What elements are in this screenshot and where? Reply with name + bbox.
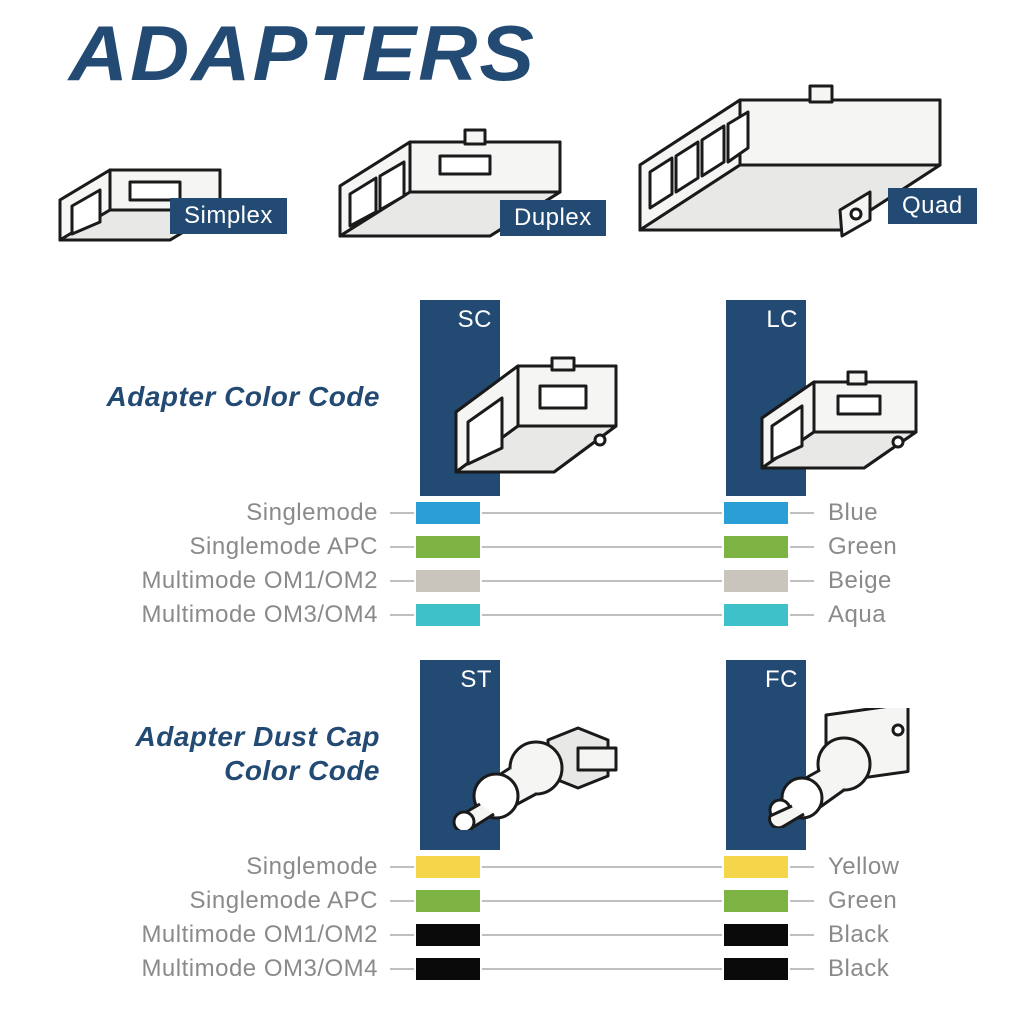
divider: [790, 900, 814, 902]
table-row: Singlemode Blue: [80, 496, 944, 530]
table-row: Singlemode APC Green: [80, 530, 944, 564]
color-swatch: [414, 856, 482, 878]
table-row: Multimode OM1/OM2 Beige: [80, 564, 944, 598]
section1-table: Singlemode Blue Singlemode APC Green Mul…: [80, 496, 944, 632]
mode-label: Singlemode: [80, 499, 390, 527]
divider: [390, 614, 414, 616]
divider: [790, 512, 814, 514]
col-a-label2: ST: [460, 666, 492, 693]
divider: [390, 546, 414, 548]
adapter-quad-label: Quad: [888, 188, 977, 224]
lc-adapter-icon: [748, 342, 928, 482]
color-swatch: [414, 604, 482, 626]
color-swatch: [414, 536, 482, 558]
page-title: ADAPTERS: [69, 8, 536, 99]
divider: [790, 866, 814, 868]
color-swatch: [414, 890, 482, 912]
color-swatch: [414, 958, 482, 980]
color-swatch: [722, 856, 790, 878]
color-name: Black: [814, 955, 944, 983]
color-name: Aqua: [814, 601, 944, 629]
divider: [482, 512, 722, 514]
table-row: Singlemode APC Green: [80, 884, 944, 918]
color-swatch: [722, 924, 790, 946]
section2-title-line1: Adapter Dust Cap: [136, 721, 380, 752]
color-name: Yellow: [814, 853, 944, 881]
color-swatch: [722, 604, 790, 626]
mode-label: Multimode OM3/OM4: [80, 601, 390, 629]
mode-label: Multimode OM1/OM2: [80, 567, 390, 595]
st-adapter-icon: [438, 700, 638, 830]
col-b-label: LC: [766, 306, 798, 333]
color-name: Blue: [814, 499, 944, 527]
divider: [390, 934, 414, 936]
divider: [482, 968, 722, 970]
divider: [482, 546, 722, 548]
divider: [482, 934, 722, 936]
section2-title-line2: Color Code: [224, 755, 380, 786]
divider: [390, 580, 414, 582]
divider: [390, 900, 414, 902]
section2-table: Singlemode Yellow Singlemode APC Green M…: [80, 850, 944, 986]
table-row: Multimode OM1/OM2 Black: [80, 918, 944, 952]
adapter-simplex-label: Simplex: [170, 198, 287, 234]
divider: [390, 866, 414, 868]
adapter-duplex-label: Duplex: [500, 200, 606, 236]
table-row: Singlemode Yellow: [80, 850, 944, 884]
adapter-duplex: Duplex: [320, 100, 620, 260]
fc-adapter-icon: [748, 708, 928, 828]
divider: [790, 614, 814, 616]
color-swatch: [722, 958, 790, 980]
sc-adapter-icon: [440, 330, 630, 480]
table-row: Multimode OM3/OM4 Aqua: [80, 598, 944, 632]
col-a-label: SC: [458, 306, 492, 333]
divider: [790, 580, 814, 582]
color-swatch: [722, 536, 790, 558]
divider: [790, 546, 814, 548]
col-b-label2: FC: [765, 666, 798, 693]
divider: [390, 512, 414, 514]
divider: [482, 580, 722, 582]
adapter-type-row: Simplex Duplex: [40, 100, 984, 260]
color-swatch: [722, 570, 790, 592]
mode-label: Multimode OM3/OM4: [80, 955, 390, 983]
mode-label: Multimode OM1/OM2: [80, 921, 390, 949]
divider: [482, 614, 722, 616]
color-swatch: [414, 502, 482, 524]
divider: [390, 968, 414, 970]
color-name: Black: [814, 921, 944, 949]
color-swatch: [722, 502, 790, 524]
adapter-simplex: Simplex: [40, 110, 300, 260]
color-name: Beige: [814, 567, 944, 595]
color-name: Green: [814, 887, 944, 915]
mode-label: Singlemode APC: [80, 533, 390, 561]
mode-label: Singlemode: [80, 853, 390, 881]
color-name: Green: [814, 533, 944, 561]
adapter-quad: Quad: [620, 80, 1000, 260]
divider: [790, 934, 814, 936]
color-swatch: [414, 924, 482, 946]
section2-title: Adapter Dust Cap Color Code: [60, 720, 380, 787]
mode-label: Singlemode APC: [80, 887, 390, 915]
section1-title: Adapter Color Code: [60, 380, 380, 414]
divider: [482, 900, 722, 902]
table-row: Multimode OM3/OM4 Black: [80, 952, 944, 986]
color-swatch: [722, 890, 790, 912]
divider: [482, 866, 722, 868]
color-swatch: [414, 570, 482, 592]
divider: [790, 968, 814, 970]
